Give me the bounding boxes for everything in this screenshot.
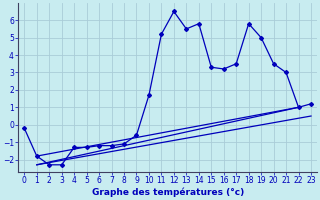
X-axis label: Graphe des températures (°c): Graphe des températures (°c) (92, 188, 244, 197)
